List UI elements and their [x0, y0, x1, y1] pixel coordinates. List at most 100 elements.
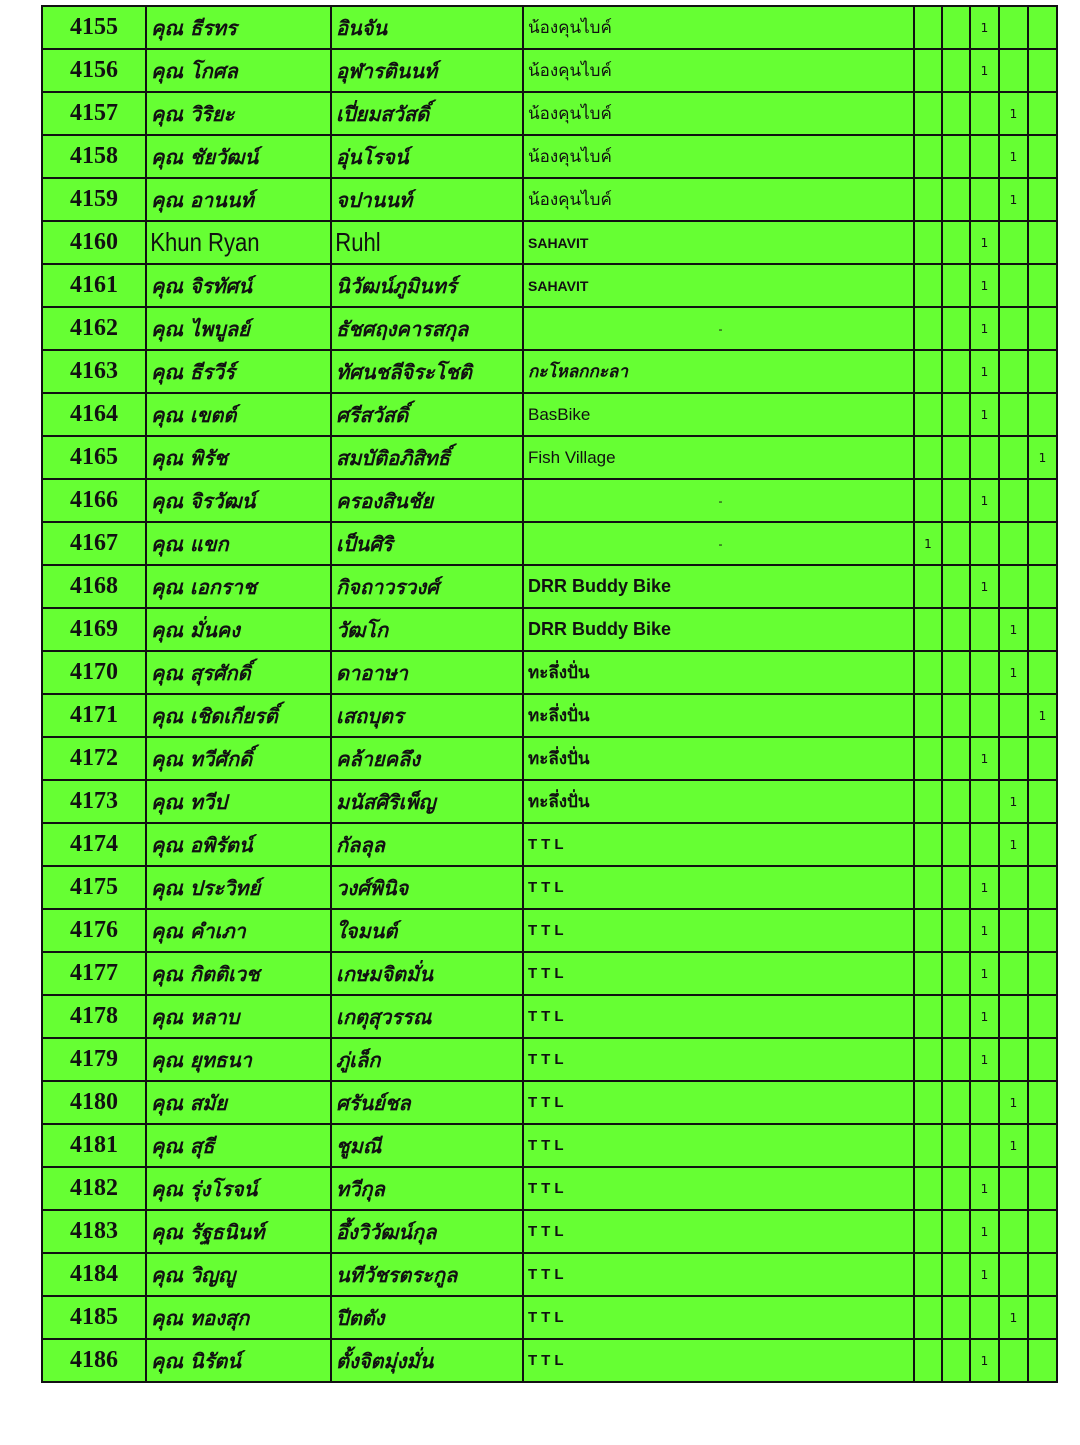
group-name: TTL	[522, 1166, 915, 1211]
row-number: 4165	[41, 435, 147, 480]
first-name: คุณ เชิดเกียรติ์	[145, 693, 332, 738]
mark-cell-2	[941, 1209, 971, 1254]
mark-cell-5	[1027, 779, 1058, 824]
first-name: Khun Ryan	[145, 220, 305, 265]
mark-cell-1	[913, 5, 943, 50]
group-name: SAHAVIT	[522, 263, 915, 308]
row-number: 4163	[41, 349, 147, 394]
row-number: 4182	[41, 1166, 147, 1211]
mark-cell-3: 1	[969, 220, 1000, 265]
group-name: น้องคุนไบค์	[522, 177, 915, 222]
mark-cell-4	[998, 908, 1029, 953]
last-name: วัฒโก	[330, 607, 524, 652]
row-number: 4160	[41, 220, 147, 265]
group-name: ทะลึ่งปั่น	[522, 693, 915, 738]
group-name: TTL	[522, 865, 915, 910]
first-name: คุณ ไพบูลย์	[145, 306, 332, 351]
last-name: เกษมจิตมั่น	[330, 951, 524, 996]
table-row: 4166 คุณ จิรวัฒน์ ครองสินชัย - 1	[41, 478, 1058, 523]
mark-cell-1	[913, 1252, 943, 1297]
group-name: TTL	[522, 1209, 915, 1254]
mark-cell-5	[1027, 865, 1058, 910]
first-name: คุณ อพิรัตน์	[145, 822, 332, 867]
group-name: -	[522, 478, 915, 523]
table-row: 4173 คุณ ทวีป มนัสศิริเพ็ญ ทะลึ่งปั่น 1	[41, 779, 1058, 824]
first-name: คุณ ยุทธนา	[145, 1037, 332, 1082]
last-name: ศรันย์ชล	[330, 1080, 524, 1125]
last-name: เปี่ยมสวัสดิ์	[330, 91, 524, 136]
table-row: 4177 คุณ กิตติเวช เกษมจิตมั่น TTL 1	[41, 951, 1058, 996]
mark-cell-5	[1027, 1080, 1058, 1125]
row-number: 4172	[41, 736, 147, 781]
mark-cell-4	[998, 306, 1029, 351]
participant-table: 4155 คุณ ธีรทร อินจัน น้องคุนไบค์ 1 4156 คุณ โ…	[41, 5, 1058, 1383]
mark-cell-4	[998, 994, 1029, 1039]
last-name: ศรีสวัสดิ์	[330, 392, 524, 437]
table-row: 4180 คุณ สมัย ศรันย์ชล TTL 1	[41, 1080, 1058, 1125]
first-name: คุณ ทวีป	[145, 779, 332, 824]
last-name: จปานนท์	[330, 177, 524, 222]
row-number: 4168	[41, 564, 147, 609]
row-number: 4157	[41, 91, 147, 136]
mark-cell-5	[1027, 177, 1058, 222]
last-name: นทีวัชรตระกูล	[330, 1252, 524, 1297]
group-name: TTL	[522, 1295, 915, 1340]
mark-cell-4	[998, 1252, 1029, 1297]
table-row: 4169 คุณ มั่นคง วัฒโก DRR Buddy Bike 1	[41, 607, 1058, 652]
group-name: น้องคุนไบค์	[522, 5, 915, 50]
mark-cell-3: 1	[969, 263, 1000, 308]
table-row: 4181 คุณ สุธี ชูมณี TTL 1	[41, 1123, 1058, 1168]
mark-cell-3	[969, 1295, 1000, 1340]
first-name: คุณ ธีรทร	[145, 5, 332, 50]
row-number: 4186	[41, 1338, 147, 1383]
first-name: คุณ นิรัตน์	[145, 1338, 332, 1383]
mark-cell-5	[1027, 349, 1058, 394]
last-name: เป็นศิริ	[330, 521, 524, 566]
mark-cell-5	[1027, 134, 1058, 179]
table-row: 4157 คุณ วิริยะ เปี่ยมสวัสดิ์ น้องคุนไบค์ 1	[41, 91, 1058, 136]
mark-cell-4	[998, 1166, 1029, 1211]
mark-cell-4	[998, 951, 1029, 996]
mark-cell-4: 1	[998, 134, 1029, 179]
mark-cell-5	[1027, 564, 1058, 609]
last-name: กัลลุล	[330, 822, 524, 867]
last-name: ชูมณี	[330, 1123, 524, 1168]
mark-cell-1	[913, 650, 943, 695]
mark-cell-5	[1027, 392, 1058, 437]
mark-cell-5	[1027, 263, 1058, 308]
group-name: TTL	[522, 1252, 915, 1297]
mark-cell-4	[998, 435, 1029, 480]
mark-cell-2	[941, 220, 971, 265]
row-number: 4169	[41, 607, 147, 652]
row-number: 4164	[41, 392, 147, 437]
first-name: คุณ อานนท์	[145, 177, 332, 222]
mark-cell-1	[913, 263, 943, 308]
table-row: 4182 คุณ รุ่งโรจน์ ทวีกุล TTL 1	[41, 1166, 1058, 1211]
mark-cell-1	[913, 693, 943, 738]
mark-cell-3	[969, 1123, 1000, 1168]
mark-cell-2	[941, 521, 971, 566]
mark-cell-4	[998, 1338, 1029, 1383]
mark-cell-1	[913, 91, 943, 136]
last-name: กิจถาวรวงศ์	[330, 564, 524, 609]
group-name: TTL	[522, 822, 915, 867]
row-number: 4184	[41, 1252, 147, 1297]
group-name: น้องคุนไบค์	[522, 134, 915, 179]
mark-cell-2	[941, 822, 971, 867]
mark-cell-4	[998, 1209, 1029, 1254]
last-name: ทัศนชลีจิระโชติ	[330, 349, 524, 394]
last-name: ใจมนต์	[330, 908, 524, 953]
mark-cell-4: 1	[998, 1295, 1029, 1340]
mark-cell-2	[941, 91, 971, 136]
first-name: คุณ แขก	[145, 521, 332, 566]
group-name: ทะลึ่งปั่น	[522, 736, 915, 781]
mark-cell-1	[913, 1338, 943, 1383]
mark-cell-1	[913, 1037, 943, 1082]
first-name: คุณ สุรศักดิ์	[145, 650, 332, 695]
mark-cell-1	[913, 607, 943, 652]
mark-cell-2	[941, 1123, 971, 1168]
mark-cell-3: 1	[969, 564, 1000, 609]
last-name: นิวัฒน์ภูมินทร์	[330, 263, 524, 308]
mark-cell-3: 1	[969, 1037, 1000, 1082]
first-name: คุณ รัฐธนินท์	[145, 1209, 332, 1254]
